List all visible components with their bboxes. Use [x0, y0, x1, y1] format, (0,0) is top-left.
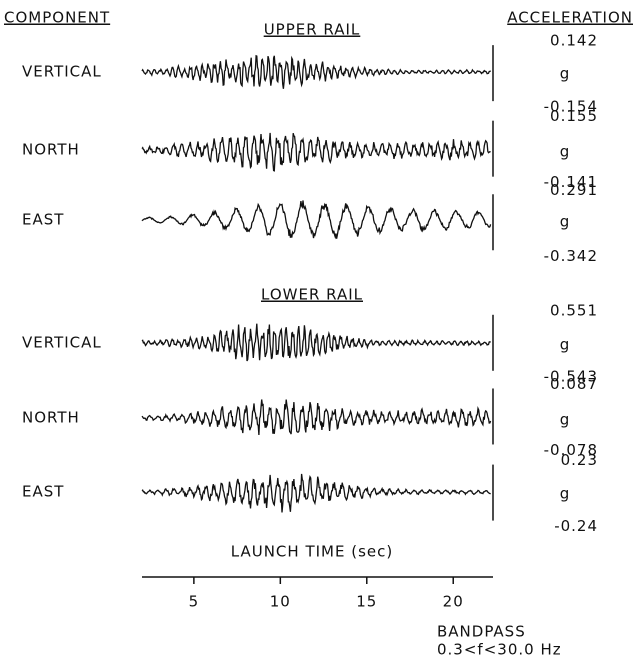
scale-max: 0.291	[550, 181, 598, 199]
scale-max: 0.155	[550, 107, 598, 125]
scale-max: 0.23	[561, 451, 598, 469]
scale-max: 0.551	[550, 301, 598, 319]
scale-min: -0.141	[544, 173, 598, 191]
x-tick-label: 10	[270, 593, 291, 611]
trace-name: VERTICAL	[22, 63, 102, 81]
x-tick-label: 15	[356, 593, 377, 611]
scale-min: -0.078	[544, 441, 598, 459]
waveform	[141, 200, 492, 240]
group-title: UPPER RAIL	[264, 21, 361, 39]
trace-name: NORTH	[22, 409, 80, 427]
x-tick-label: 20	[443, 593, 464, 611]
scale-min: -0.154	[544, 98, 598, 116]
scale-unit: g	[560, 411, 571, 429]
trace-name: NORTH	[22, 141, 80, 159]
scale-unit: g	[560, 485, 571, 503]
x-tick-label: 5	[189, 593, 200, 611]
note-line: BANDPASS	[437, 623, 526, 641]
group-title: LOWER RAIL	[261, 286, 363, 304]
scale-unit: g	[560, 143, 571, 161]
scale-max: 0.087	[550, 375, 598, 393]
waveform	[141, 473, 491, 513]
right-heading: ACCELERATION	[507, 9, 633, 27]
note-line: 0.3<f<30.0 Hz	[437, 641, 562, 659]
waveform	[141, 399, 492, 436]
scale-min: -0.24	[554, 517, 598, 535]
scale-unit: g	[560, 65, 571, 83]
trace-name: EAST	[22, 211, 64, 229]
scale-min: -0.543	[544, 367, 598, 385]
left-heading: COMPONENT	[4, 9, 110, 27]
trace-name: VERTICAL	[22, 334, 102, 352]
waveform	[141, 323, 491, 362]
scale-unit: g	[560, 213, 571, 231]
trace-name: EAST	[22, 483, 64, 501]
waveform	[141, 132, 491, 172]
waveform	[141, 54, 492, 89]
scale-max: 0.142	[550, 32, 598, 50]
x-axis-label: LAUNCH TIME (sec)	[231, 543, 393, 561]
scale-unit: g	[560, 336, 571, 354]
scale-min: -0.342	[544, 247, 598, 265]
